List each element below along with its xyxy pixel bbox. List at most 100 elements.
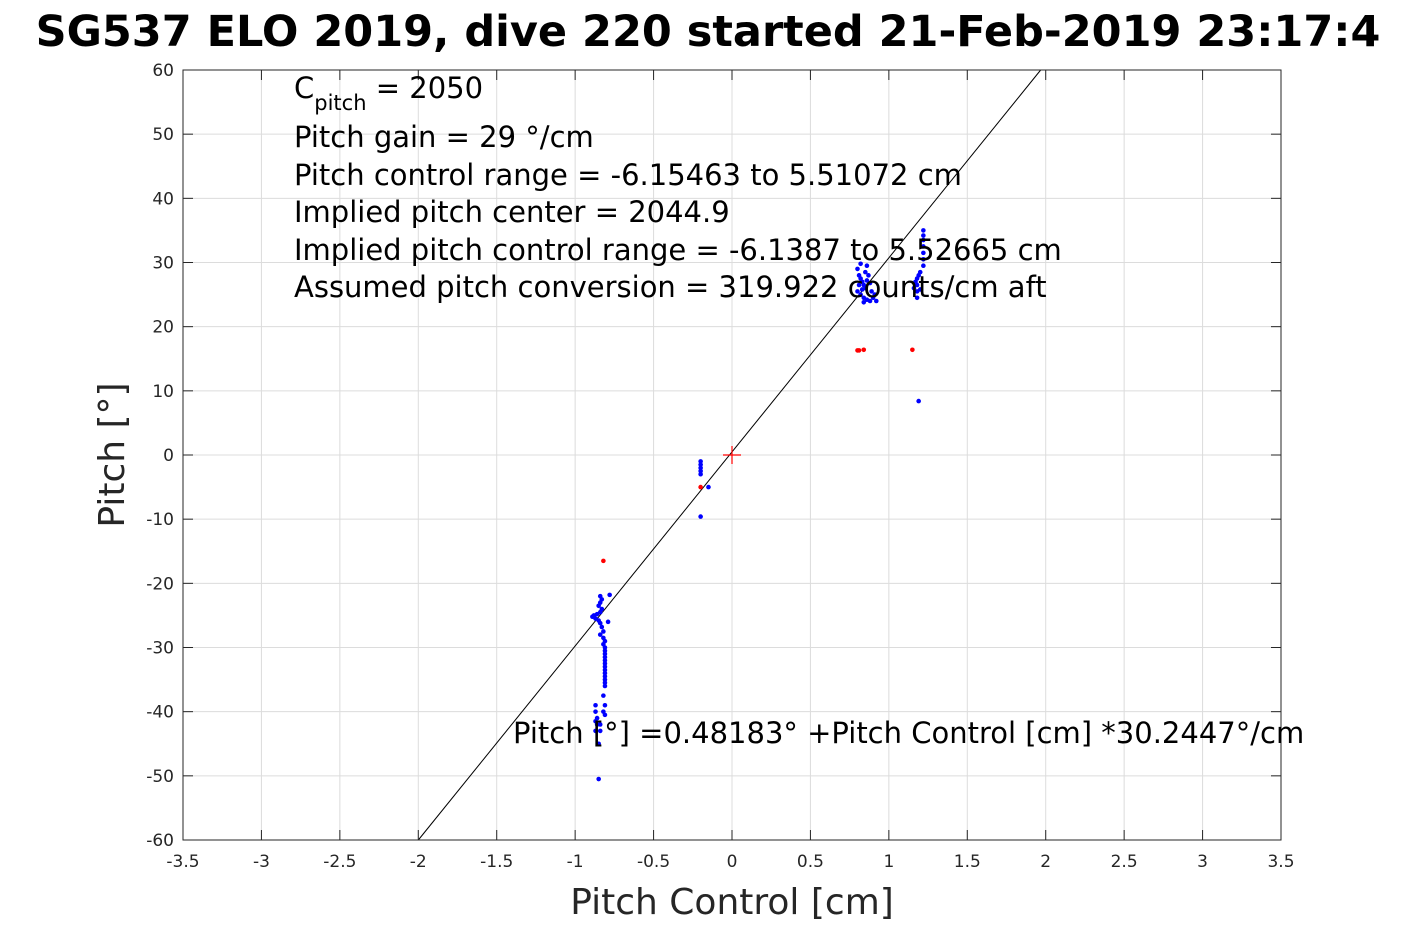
data-point xyxy=(858,292,863,297)
data-point xyxy=(597,722,603,727)
data-point xyxy=(864,278,870,283)
y-tick-label: 0 xyxy=(163,446,174,466)
data-point xyxy=(916,398,921,404)
x-tick-label: 0 xyxy=(727,852,738,872)
data-point xyxy=(921,237,926,243)
data-point xyxy=(866,273,871,278)
data-point xyxy=(855,266,860,272)
data-point xyxy=(921,233,926,238)
y-tick-label: -20 xyxy=(146,574,174,594)
y-tick-label: 60 xyxy=(152,61,174,81)
data-point xyxy=(921,228,926,233)
data-point xyxy=(602,670,608,676)
data-point xyxy=(602,683,608,689)
data-point xyxy=(601,693,606,698)
y-axis-label: Pitch [°] xyxy=(92,382,133,527)
data-point xyxy=(602,712,608,718)
x-tick-label: -2 xyxy=(410,852,427,872)
annotation-block: Cpitch = 2050 Pitch gain = 29 °/cm Pitch… xyxy=(294,71,1062,304)
cpitch-annotation: Cpitch = 2050 xyxy=(294,71,483,115)
data-point xyxy=(602,674,608,679)
data-point xyxy=(855,289,860,294)
data-point xyxy=(698,468,703,474)
data-point xyxy=(698,462,703,467)
x-tick-label: -3 xyxy=(253,852,270,872)
data-point xyxy=(706,484,711,490)
data-point xyxy=(601,558,606,564)
x-tick-label: 3.5 xyxy=(1267,852,1294,872)
data-point xyxy=(914,295,920,301)
data-point xyxy=(867,298,873,304)
y-tick-label: 10 xyxy=(152,382,174,402)
cpitch-symbol: C xyxy=(294,71,314,105)
data-point xyxy=(921,256,926,262)
data-point xyxy=(596,603,601,609)
x-tick-label: -3.5 xyxy=(166,852,199,872)
data-point xyxy=(698,459,703,464)
data-point xyxy=(856,282,862,288)
data-point xyxy=(921,263,926,269)
data-point xyxy=(602,648,608,654)
data-point xyxy=(698,514,703,519)
x-tick-label: 1.5 xyxy=(954,852,981,872)
y-tick-label: -10 xyxy=(146,510,174,530)
data-point xyxy=(599,624,605,630)
data-point xyxy=(607,592,612,598)
data-point xyxy=(698,465,703,471)
x-tick-label: -0.5 xyxy=(637,852,670,872)
data-point xyxy=(593,728,598,734)
data-point xyxy=(867,280,873,286)
y-tick-label: -60 xyxy=(146,831,174,851)
annotation-pitch-control-range: Pitch control range = -6.15463 to 5.5107… xyxy=(294,158,962,192)
data-point xyxy=(602,667,608,673)
data-point xyxy=(602,680,608,686)
y-tick-label: 50 xyxy=(152,125,174,145)
data-point xyxy=(910,347,915,353)
cpitch-subscript: pitch xyxy=(314,91,366,115)
data-point xyxy=(917,287,923,292)
data-point xyxy=(921,250,926,256)
x-tick-label: 2 xyxy=(1040,852,1051,872)
data-point xyxy=(872,292,878,297)
annotation-implied-pitch-control-range: Implied pitch control range = -6.1387 to… xyxy=(294,233,1062,267)
data-point xyxy=(593,702,598,708)
data-point xyxy=(602,651,608,657)
data-point xyxy=(601,629,606,634)
y-tick-label: -50 xyxy=(146,767,174,787)
grid xyxy=(182,69,1282,841)
data-point xyxy=(869,289,874,294)
data-point xyxy=(602,661,608,666)
x-tick-label: 0.5 xyxy=(797,852,824,872)
data-point xyxy=(861,347,867,353)
data-point xyxy=(597,728,603,734)
data-point xyxy=(911,285,917,291)
data-point xyxy=(921,244,926,249)
data-point xyxy=(861,299,867,305)
data-point xyxy=(602,702,608,708)
y-tick-label: 30 xyxy=(152,254,174,274)
data-point xyxy=(858,261,863,267)
data-point xyxy=(856,348,862,353)
data-point xyxy=(596,741,601,747)
data-points xyxy=(590,228,926,782)
tick-labels: -3.5 -3 -2.5 -2 -1.5 -1 -0.5 0 0.5 1 1.5 2 2.5 3 3.5 -6… xyxy=(146,61,1294,872)
data-point xyxy=(602,664,608,670)
data-point xyxy=(874,298,879,304)
data-point xyxy=(596,776,601,782)
data-point xyxy=(698,471,703,477)
data-point xyxy=(602,654,608,660)
data-point xyxy=(913,279,918,285)
fit-equation-annotation: Pitch [°] =0.48183° +Pitch Control [cm] … xyxy=(513,716,1304,750)
x-tick-label: -2.5 xyxy=(323,852,356,872)
data-point xyxy=(597,620,603,626)
x-tick-label: 2.5 xyxy=(1111,852,1138,872)
cpitch-value: = 2050 xyxy=(367,71,484,105)
data-point xyxy=(605,619,611,625)
y-tick-label: 20 xyxy=(152,318,174,338)
data-point xyxy=(602,645,608,650)
data-point xyxy=(917,269,923,275)
x-axis-label: Pitch Control [cm] xyxy=(570,882,894,923)
y-tick-label: -30 xyxy=(146,639,174,659)
x-tick-label: 3 xyxy=(1197,852,1208,872)
data-point xyxy=(593,709,598,714)
